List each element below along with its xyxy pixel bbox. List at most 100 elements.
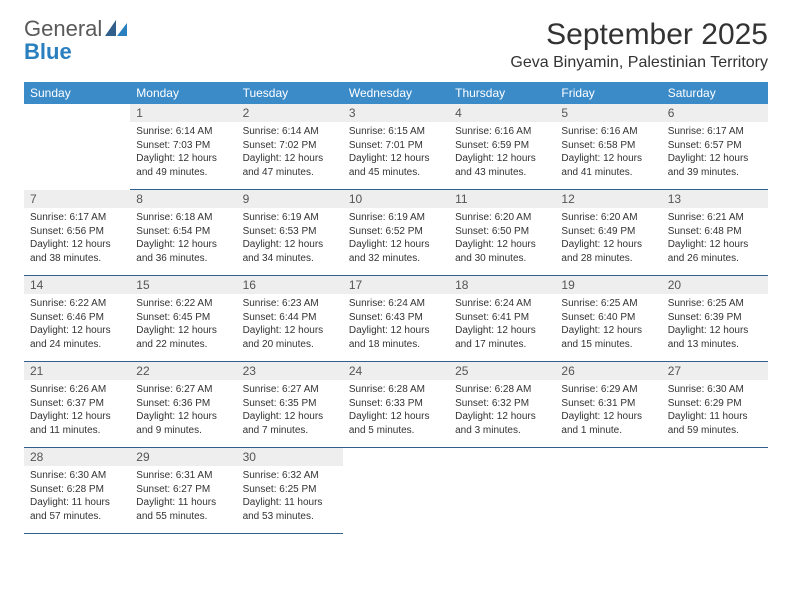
day-body: Sunrise: 6:27 AMSunset: 6:36 PMDaylight:… [130, 380, 236, 437]
daylight-line1: Daylight: 12 hours [455, 324, 549, 338]
day-number: 11 [449, 190, 555, 208]
calendar-cell: 20Sunrise: 6:25 AMSunset: 6:39 PMDayligh… [662, 276, 768, 362]
calendar-cell: 19Sunrise: 6:25 AMSunset: 6:40 PMDayligh… [555, 276, 661, 362]
calendar-cell: 7Sunrise: 6:17 AMSunset: 6:56 PMDaylight… [24, 190, 130, 276]
day-body: Sunrise: 6:23 AMSunset: 6:44 PMDaylight:… [237, 294, 343, 351]
calendar-cell: 10Sunrise: 6:19 AMSunset: 6:52 PMDayligh… [343, 190, 449, 276]
day-body: Sunrise: 6:15 AMSunset: 7:01 PMDaylight:… [343, 122, 449, 179]
day-body: Sunrise: 6:30 AMSunset: 6:28 PMDaylight:… [24, 466, 130, 523]
day-body: Sunrise: 6:18 AMSunset: 6:54 PMDaylight:… [130, 208, 236, 265]
sunrise-text: Sunrise: 6:18 AM [136, 211, 230, 225]
calendar-cell: 27Sunrise: 6:30 AMSunset: 6:29 PMDayligh… [662, 362, 768, 448]
day-body: Sunrise: 6:28 AMSunset: 6:33 PMDaylight:… [343, 380, 449, 437]
day-number: 14 [24, 276, 130, 294]
calendar-cell: 21Sunrise: 6:26 AMSunset: 6:37 PMDayligh… [24, 362, 130, 448]
daylight-line1: Daylight: 12 hours [243, 238, 337, 252]
day-body: Sunrise: 6:16 AMSunset: 6:59 PMDaylight:… [449, 122, 555, 179]
day-cell: 8Sunrise: 6:18 AMSunset: 6:54 PMDaylight… [130, 190, 236, 276]
daylight-line1: Daylight: 11 hours [30, 496, 124, 510]
day-cell: 3Sunrise: 6:15 AMSunset: 7:01 PMDaylight… [343, 104, 449, 190]
sunset-text: Sunset: 6:52 PM [349, 225, 443, 239]
daylight-line1: Daylight: 12 hours [136, 410, 230, 424]
daylight-line2: and 20 minutes. [243, 338, 337, 352]
empty-cell [555, 448, 661, 534]
day-body: Sunrise: 6:32 AMSunset: 6:25 PMDaylight:… [237, 466, 343, 523]
logo: General Blue [24, 18, 127, 64]
day-number: 29 [130, 448, 236, 466]
daylight-line2: and 11 minutes. [30, 424, 124, 438]
calendar-cell: 30Sunrise: 6:32 AMSunset: 6:25 PMDayligh… [237, 448, 343, 534]
sunset-text: Sunset: 7:02 PM [243, 139, 337, 153]
sunrise-text: Sunrise: 6:17 AM [668, 125, 762, 139]
calendar-row: 28Sunrise: 6:30 AMSunset: 6:28 PMDayligh… [24, 448, 768, 534]
daylight-line2: and 39 minutes. [668, 166, 762, 180]
sunrise-text: Sunrise: 6:16 AM [561, 125, 655, 139]
daylight-line2: and 7 minutes. [243, 424, 337, 438]
daylight-line2: and 38 minutes. [30, 252, 124, 266]
day-cell: 20Sunrise: 6:25 AMSunset: 6:39 PMDayligh… [662, 276, 768, 362]
sunset-text: Sunset: 6:58 PM [561, 139, 655, 153]
daylight-line1: Daylight: 12 hours [349, 324, 443, 338]
calendar-cell: 16Sunrise: 6:23 AMSunset: 6:44 PMDayligh… [237, 276, 343, 362]
day-cell: 13Sunrise: 6:21 AMSunset: 6:48 PMDayligh… [662, 190, 768, 276]
day-number: 21 [24, 362, 130, 380]
calendar-cell: 4Sunrise: 6:16 AMSunset: 6:59 PMDaylight… [449, 104, 555, 190]
sunset-text: Sunset: 6:39 PM [668, 311, 762, 325]
sunrise-text: Sunrise: 6:19 AM [243, 211, 337, 225]
daylight-line2: and 13 minutes. [668, 338, 762, 352]
daylight-line2: and 15 minutes. [561, 338, 655, 352]
daylight-line2: and 22 minutes. [136, 338, 230, 352]
daylight-line1: Daylight: 11 hours [136, 496, 230, 510]
day-body: Sunrise: 6:17 AMSunset: 6:56 PMDaylight:… [24, 208, 130, 265]
day-body: Sunrise: 6:24 AMSunset: 6:43 PMDaylight:… [343, 294, 449, 351]
calendar-cell: 11Sunrise: 6:20 AMSunset: 6:50 PMDayligh… [449, 190, 555, 276]
daylight-line2: and 9 minutes. [136, 424, 230, 438]
weekday-header: Sunday [24, 82, 130, 104]
daylight-line1: Daylight: 12 hours [243, 410, 337, 424]
weekday-header: Tuesday [237, 82, 343, 104]
sunrise-text: Sunrise: 6:17 AM [30, 211, 124, 225]
sunrise-text: Sunrise: 6:22 AM [30, 297, 124, 311]
day-number: 19 [555, 276, 661, 294]
sunrise-text: Sunrise: 6:24 AM [455, 297, 549, 311]
day-cell: 10Sunrise: 6:19 AMSunset: 6:52 PMDayligh… [343, 190, 449, 276]
sunset-text: Sunset: 6:37 PM [30, 397, 124, 411]
day-cell: 4Sunrise: 6:16 AMSunset: 6:59 PMDaylight… [449, 104, 555, 190]
weekday-header: Thursday [449, 82, 555, 104]
weekday-header: Monday [130, 82, 236, 104]
sunset-text: Sunset: 6:46 PM [30, 311, 124, 325]
sunset-text: Sunset: 6:41 PM [455, 311, 549, 325]
weekday-header: Saturday [662, 82, 768, 104]
logo-text-general: General [24, 16, 102, 41]
calendar-table: Sunday Monday Tuesday Wednesday Thursday… [24, 82, 768, 534]
day-number: 1 [130, 104, 236, 122]
day-number: 13 [662, 190, 768, 208]
day-body: Sunrise: 6:22 AMSunset: 6:45 PMDaylight:… [130, 294, 236, 351]
day-cell: 30Sunrise: 6:32 AMSunset: 6:25 PMDayligh… [237, 448, 343, 534]
calendar-cell: 14Sunrise: 6:22 AMSunset: 6:46 PMDayligh… [24, 276, 130, 362]
day-number: 18 [449, 276, 555, 294]
sunrise-text: Sunrise: 6:28 AM [455, 383, 549, 397]
daylight-line2: and 1 minute. [561, 424, 655, 438]
day-number: 24 [343, 362, 449, 380]
day-number: 8 [130, 190, 236, 208]
calendar-row: 1Sunrise: 6:14 AMSunset: 7:03 PMDaylight… [24, 104, 768, 190]
sunrise-text: Sunrise: 6:24 AM [349, 297, 443, 311]
sunrise-text: Sunrise: 6:32 AM [243, 469, 337, 483]
calendar-cell: 18 Sunrise: 6:24 AMSunset: 6:41 PMDayligh… [449, 276, 555, 362]
calendar-cell: 6Sunrise: 6:17 AMSunset: 6:57 PMDaylight… [662, 104, 768, 190]
day-cell: 16Sunrise: 6:23 AMSunset: 6:44 PMDayligh… [237, 276, 343, 362]
day-cell: 12Sunrise: 6:20 AMSunset: 6:49 PMDayligh… [555, 190, 661, 276]
title-block: September 2025 Geva Binyamin, Palestinia… [510, 18, 768, 72]
day-cell: 22Sunrise: 6:27 AMSunset: 6:36 PMDayligh… [130, 362, 236, 448]
sunset-text: Sunset: 6:32 PM [455, 397, 549, 411]
daylight-line2: and 36 minutes. [136, 252, 230, 266]
sunset-text: Sunset: 6:54 PM [136, 225, 230, 239]
sunset-text: Sunset: 6:56 PM [30, 225, 124, 239]
day-cell: 7Sunrise: 6:17 AMSunset: 6:56 PMDaylight… [24, 190, 130, 276]
day-number: 2 [237, 104, 343, 122]
sunset-text: Sunset: 6:59 PM [455, 139, 549, 153]
day-body: Sunrise: 6:20 AMSunset: 6:49 PMDaylight:… [555, 208, 661, 265]
daylight-line1: Daylight: 11 hours [668, 410, 762, 424]
daylight-line2: and 53 minutes. [243, 510, 337, 524]
